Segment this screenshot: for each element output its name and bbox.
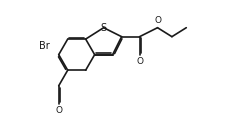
Text: O: O [136,57,143,66]
Text: S: S [101,23,107,33]
Text: O: O [55,106,62,115]
Text: O: O [154,16,161,25]
Text: Br: Br [39,41,50,51]
